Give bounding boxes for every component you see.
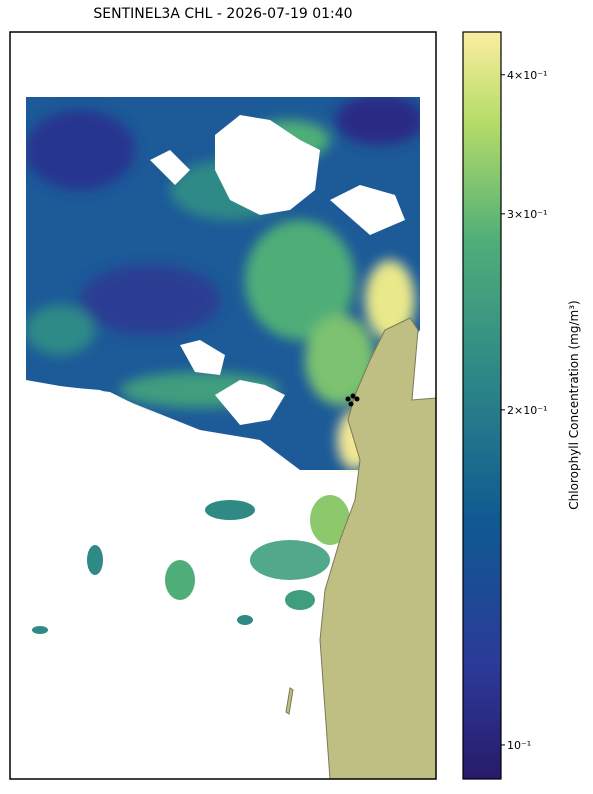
island	[285, 687, 294, 715]
map-area	[10, 32, 436, 779]
map-title: SENTINEL3A CHL - 2026-07-19 01:40	[93, 6, 352, 22]
scattered-pixels	[32, 495, 350, 634]
colorbar-tick-label: 10⁻¹	[507, 739, 531, 752]
colorbar-tick-label: 3×10⁻¹	[507, 208, 547, 221]
map-frame	[9, 31, 437, 780]
colorbar-tick-label: 2×10⁻¹	[507, 404, 547, 417]
colorbar	[462, 31, 502, 780]
land	[319, 317, 436, 779]
colorbar-tick-label: 4×10⁻¹	[507, 69, 547, 82]
station-markers	[345, 393, 360, 407]
colorbar-label: Chlorophyll Concentration (mg/m³)	[567, 300, 581, 509]
